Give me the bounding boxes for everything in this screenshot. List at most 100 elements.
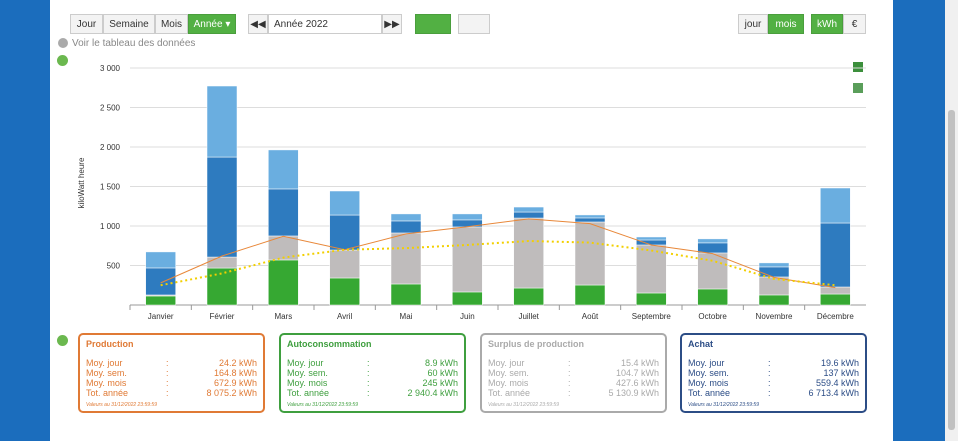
summary-card: Production Moy. jour: 24.2 kWh Moy. sem.: 16… [78,333,265,413]
currency-button[interactable]: kWh [811,14,843,34]
save-icon[interactable] [853,62,863,72]
card-row: Moy. jour: 24.2 kWh [86,358,257,368]
card-note: Valeurs au 31/12/2022 23:59:59 [688,402,759,408]
bar-segment [329,277,360,306]
card-title: Autoconsommation [287,339,372,349]
card-row: Moy. sem.: 137 kWh [688,368,859,378]
chart-type-button[interactable] [415,14,451,34]
bar-segment [390,283,422,306]
row-value: 164.8 kWh [213,368,257,378]
bar-segment [697,252,728,290]
row-separator: : [768,378,771,388]
bar-segment [697,242,728,254]
period-button[interactable]: Semaine [103,14,155,34]
card-row: Tot. année: 5 130.9 kWh [488,388,659,398]
row-separator: : [367,368,370,378]
period-button[interactable]: Mois [155,14,188,34]
bar-segment [636,236,667,241]
bar-segment [329,214,360,251]
bar-segment [390,213,422,222]
row-value: 19.6 kWh [820,358,859,368]
y-axis-label: kiloWatt heure [77,157,86,208]
period-button[interactable]: Jour [70,14,103,34]
bar-segment [513,287,544,306]
card-row: Moy. jour: 15.4 kWh [488,358,659,368]
row-label: Moy. sem. [688,368,729,378]
bar-segment [268,259,299,306]
x-tick-label: Novembre [756,312,793,321]
card-row: Tot. année: 6 713.4 kWh [688,388,859,398]
row-separator: : [568,388,571,398]
row-label: Moy. mois [688,378,729,388]
bar-segment [574,214,606,219]
card-title: Surplus de production [488,339,584,349]
card-title: Achat [688,339,714,349]
y-tick-label: 1 000 [100,222,121,231]
card-row: Tot. année: 8 075.2 kWh [86,388,257,398]
row-label: Tot. année [287,388,330,398]
data-link[interactable]: Voir le tableau des données [58,38,195,49]
card-row: Moy. mois: 427.6 kWh [488,378,659,388]
summary-card: Achat Moy. jour: 19.6 kWh Moy. sem.: 137 kWh… [680,333,867,413]
card-note: Valeurs au 31/12/2022 23:59:59 [86,402,157,408]
row-separator: : [768,358,771,368]
bar-segment [697,288,728,306]
bar-segment [329,190,360,216]
row-label: Moy. jour [86,358,123,368]
bar-segment [820,286,851,295]
export-icon[interactable] [853,83,863,93]
bar-segment [390,232,422,285]
data-link-text[interactable]: Voir le tableau des données [72,38,196,49]
row-separator: : [568,368,571,378]
card-row: Moy. jour: 19.6 kWh [688,358,859,368]
bar-segment [329,249,360,279]
row-value: 245 kWh [422,378,458,388]
bar-segment [574,221,606,286]
row-value: 6 713.4 kWh [808,388,859,398]
row-label: Tot. année [488,388,531,398]
bar-segment [206,267,238,306]
row-value: 137 kWh [823,368,859,378]
card-note: Valeurs au 31/12/2022 23:59:59 [488,402,559,408]
y-tick-label: 2 000 [100,143,121,152]
bar-segment [574,284,606,306]
x-tick-label: Septembre [632,312,672,321]
x-tick-label: Avril [337,312,353,321]
unit-button[interactable]: jour [738,14,768,34]
bar-segment [145,295,176,306]
bar-segment [636,292,667,306]
line [160,218,836,289]
bar-segment [758,262,790,268]
next-button[interactable]: ▶▶ [382,14,402,34]
row-label: Tot. année [86,388,129,398]
card-row: Tot. année: 2 940.4 kWh [287,388,458,398]
row-separator: : [367,388,370,398]
chart-type-button[interactable] [458,14,490,34]
row-value: 8 075.2 kWh [206,388,257,398]
x-tick-label: Juillet [518,312,539,321]
bar-segment [206,256,238,269]
toggle-icon[interactable] [57,55,68,66]
row-label: Moy. jour [287,358,324,368]
bar-segment [145,267,176,296]
x-tick-label: Mai [400,312,413,321]
row-label: Moy. jour [488,358,525,368]
row-label: Moy. sem. [86,368,127,378]
row-separator: : [568,358,571,368]
x-tick-label: Janvier [148,312,174,321]
currency-button[interactable]: € [843,14,866,34]
period-button[interactable]: Année ▾ [188,14,236,34]
toggle-icon[interactable] [57,335,68,346]
card-row: Moy. jour: 8.9 kWh [287,358,458,368]
bar-segment [452,226,483,293]
prev-button[interactable]: ◀◀ [248,14,268,34]
row-separator: : [367,358,370,368]
x-tick-label: Juin [460,312,475,321]
unit-button[interactable]: mois [768,14,804,34]
bar-segment [758,294,790,306]
period-select[interactable]: Année 2022 [268,14,382,34]
bar-segment [145,251,176,269]
card-note: Valeurs au 31/12/2022 23:59:59 [287,402,358,408]
row-value: 559.4 kWh [815,378,859,388]
